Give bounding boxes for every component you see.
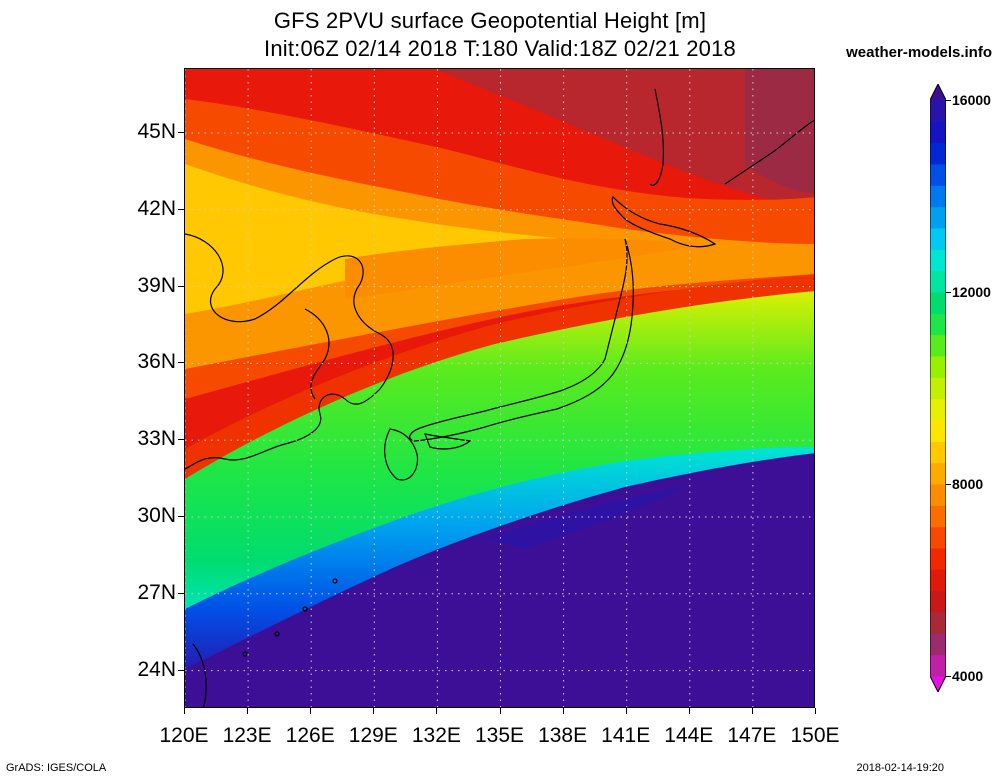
latitude-tick — [178, 592, 184, 594]
colorbar-swatch — [930, 548, 946, 570]
colorbar-swatch — [930, 100, 946, 122]
colorbar-swatch — [930, 441, 946, 464]
latitude-label: 36N — [137, 350, 176, 374]
longitude-label: 129E — [348, 724, 398, 747]
colorbar-swatch — [930, 590, 946, 613]
longitude-label: 126E — [285, 724, 335, 747]
longitude-tick — [184, 708, 185, 714]
colorbar-swatch — [930, 484, 946, 506]
colorbar-swatch — [930, 228, 946, 250]
colorbar-swatch — [930, 206, 946, 229]
colorbar-swatch — [930, 633, 946, 656]
latitude-tick — [178, 285, 184, 287]
latitude-tick — [178, 362, 184, 364]
colorbar-bottom-arrow — [930, 676, 946, 692]
colorbar-swatch — [930, 142, 946, 165]
colorbar-tick — [946, 292, 951, 293]
longitude-label: 144E — [664, 724, 714, 747]
longitude-label: 135E — [474, 724, 525, 747]
colorbar-swatch — [930, 313, 946, 336]
colorbar-tick — [946, 484, 951, 485]
colorbar-swatch — [930, 270, 946, 293]
longitude-tick — [625, 708, 627, 714]
latitude-label: 45N — [137, 120, 176, 143]
colorbar-tick — [946, 676, 951, 677]
longitude-label: 123E — [222, 724, 272, 747]
colorbar-swatch — [930, 569, 946, 592]
map-subtitle: Init:06Z 02/14 2018 T:180 Valid:18Z 02/2… — [264, 36, 736, 61]
colorbar-swatch — [930, 462, 946, 485]
colorbar-swatch — [930, 185, 946, 208]
latitude-tick — [178, 208, 184, 210]
colorbar-label: 16000 — [952, 92, 991, 108]
colorbar-top-arrow — [930, 84, 946, 100]
colorbar-swatch — [930, 654, 946, 677]
longitude-label: 141E — [601, 724, 651, 747]
colorbar-swatch — [930, 505, 946, 528]
colorbar-swatch — [930, 121, 946, 144]
colorbar-swatch — [930, 398, 946, 421]
colorbar-swatch — [930, 612, 946, 634]
latitude-label: 42N — [137, 196, 176, 220]
colorbar-tick — [946, 100, 951, 101]
colorbar-label: 12000 — [952, 284, 991, 300]
latitude-label: 30N — [137, 504, 176, 527]
longitude-tick — [562, 708, 564, 714]
colorbar-swatch — [930, 334, 946, 357]
longitude-tick — [815, 708, 816, 714]
latitude-label: 24N — [137, 657, 176, 681]
geopotential-height-map — [184, 68, 815, 708]
longitude-label: 138E — [538, 724, 588, 747]
longitude-tick — [499, 708, 501, 714]
footer-credit: GrADS: IGES/COLA — [6, 762, 107, 774]
colorbar-swatch — [930, 292, 946, 314]
longitude-label: 120E — [159, 724, 209, 747]
longitude-label: 147E — [727, 724, 777, 747]
colorbar-label: 4000 — [952, 668, 984, 684]
longitude-label: 150E — [790, 724, 840, 747]
longitude-tick — [436, 708, 438, 714]
latitude-label: 39N — [137, 273, 176, 297]
longitude-tick — [751, 708, 753, 714]
latitude-tick — [178, 132, 184, 133]
colorbar-swatch — [930, 526, 946, 549]
latitude-tick — [178, 516, 184, 517]
colorbar-swatch — [930, 377, 946, 400]
longitude-tick — [310, 708, 312, 714]
colorbar-swatch — [930, 164, 946, 186]
brand-label: weather-models.info — [846, 44, 992, 61]
latitude-label: 27N — [137, 580, 176, 604]
map-title: GFS 2PVU surface Geopotential Height [m] — [273, 8, 707, 33]
latitude-tick — [178, 669, 184, 671]
colorbar-swatch — [930, 356, 946, 378]
colorbar — [929, 82, 947, 697]
longitude-tick — [373, 708, 375, 714]
colorbar-label: 8000 — [952, 476, 984, 492]
longitude-label: 132E — [411, 724, 461, 747]
longitude-tick — [688, 708, 690, 714]
footer-timestamp: 2018-02-14-19:20 — [856, 762, 944, 774]
latitude-label: 33N — [137, 427, 176, 451]
colorbar-swatch — [930, 249, 946, 272]
latitude-tick — [178, 439, 184, 441]
longitude-tick — [247, 708, 249, 714]
colorbar-swatch — [930, 420, 946, 442]
